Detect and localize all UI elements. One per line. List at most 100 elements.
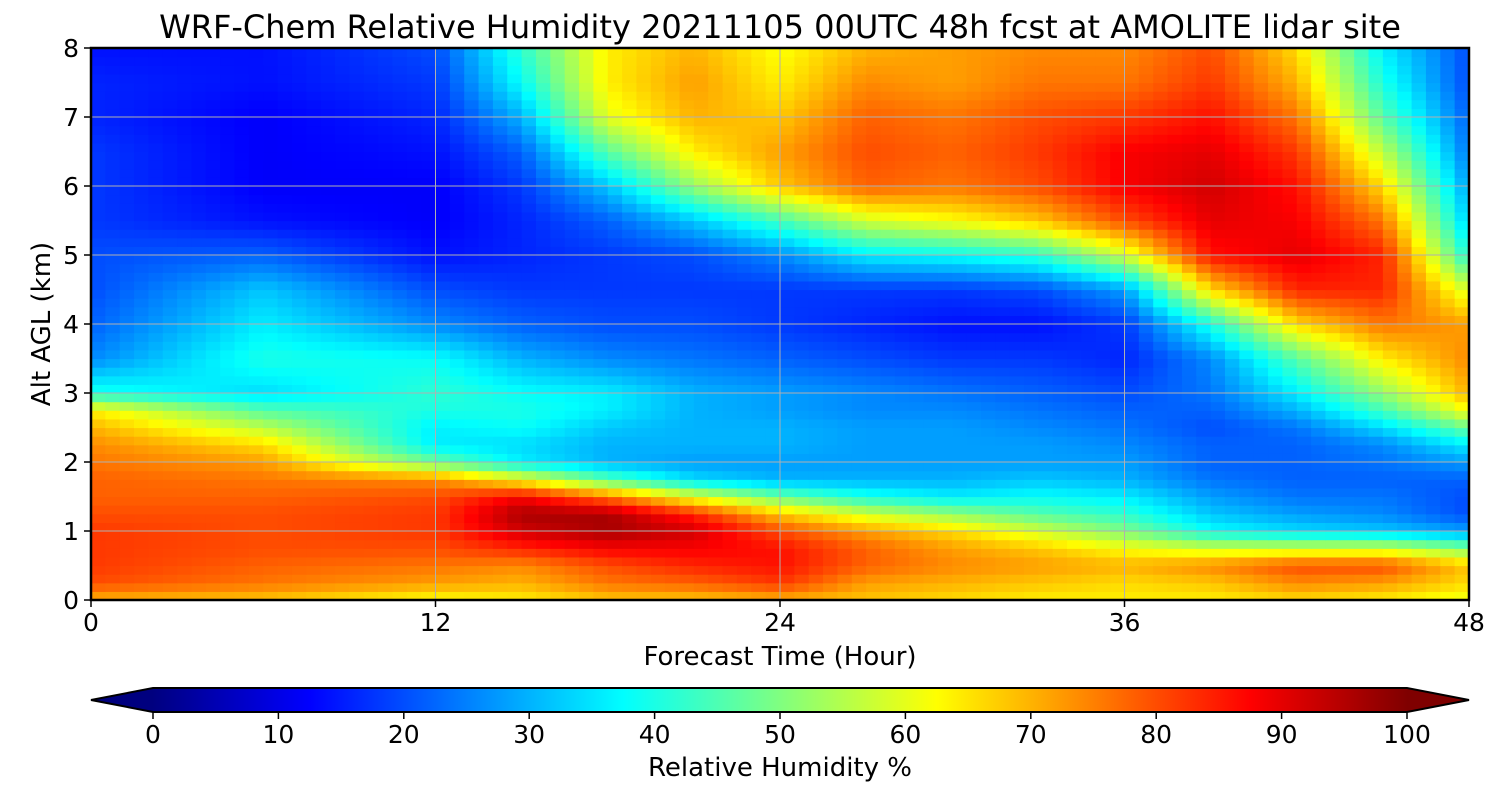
heatmap-cell — [1110, 444, 1126, 454]
heatmap-cell — [105, 479, 121, 489]
heatmap-cell — [220, 324, 236, 334]
heatmap-cell — [1196, 591, 1212, 600]
heatmap-cell — [622, 505, 638, 515]
heatmap-cell — [823, 289, 839, 299]
heatmap-cell — [880, 194, 896, 204]
heatmap-cell — [550, 462, 566, 472]
heatmap-cell — [335, 556, 350, 567]
heatmap-cell — [650, 358, 666, 368]
heatmap-cell — [392, 556, 408, 567]
heatmap-cell — [1153, 246, 1169, 256]
heatmap-cell — [693, 384, 709, 394]
heatmap-cell — [880, 289, 896, 299]
heatmap-cell — [1454, 246, 1469, 256]
heatmap-cell — [722, 315, 738, 325]
heatmap-cell — [1425, 513, 1441, 523]
heatmap-cell — [1110, 203, 1126, 213]
heatmap-cell — [392, 418, 408, 429]
heatmap-cell — [966, 410, 982, 420]
heatmap-cell — [894, 367, 910, 377]
heatmap-cell — [406, 513, 422, 523]
heatmap-cell — [148, 574, 164, 584]
heatmap-cell — [665, 375, 681, 385]
heatmap-cell — [421, 513, 437, 523]
heatmap-cell — [851, 487, 867, 498]
heatmap-cell — [1052, 324, 1068, 334]
heatmap-cell — [234, 237, 250, 247]
heatmap-cell — [564, 591, 580, 600]
heatmap-cell — [722, 289, 738, 299]
heatmap-cell — [650, 194, 666, 204]
heatmap-cell — [277, 539, 293, 549]
heatmap-cell — [564, 574, 580, 584]
heatmap-cell — [722, 237, 738, 247]
heatmap-cell — [636, 280, 652, 291]
heatmap-cell — [507, 574, 523, 584]
heatmap-cell — [478, 194, 494, 204]
heatmap-cell — [1454, 203, 1469, 213]
heatmap-cell — [291, 237, 307, 247]
heatmap-cell — [851, 505, 867, 515]
heatmap-cell — [837, 479, 853, 489]
heatmap-cell — [622, 272, 638, 282]
heatmap-cell — [464, 324, 480, 334]
heatmap-cell — [550, 401, 566, 411]
heatmap-cell — [909, 298, 925, 308]
heatmap-cell — [1397, 556, 1413, 567]
heatmap-cell — [736, 332, 752, 342]
heatmap-cell — [105, 556, 121, 567]
heatmap-cell — [851, 591, 867, 600]
heatmap-cell — [1052, 556, 1068, 567]
heatmap-cell — [894, 384, 910, 394]
heatmap-cell — [1440, 289, 1456, 299]
heatmap-cell — [937, 272, 953, 282]
heatmap-cell — [91, 513, 106, 523]
heatmap-cell — [507, 462, 523, 472]
heatmap-cell — [162, 332, 178, 342]
heatmap-cell — [1224, 341, 1240, 351]
heatmap-cell — [1181, 246, 1197, 256]
heatmap-cell — [464, 436, 480, 446]
heatmap-cell — [1253, 436, 1269, 446]
heatmap-cell — [650, 289, 666, 299]
heatmap-cell — [1052, 341, 1068, 351]
heatmap-cell — [1110, 591, 1126, 600]
heatmap-cell — [1095, 531, 1111, 541]
heatmap-cell — [923, 177, 939, 187]
heatmap-cell — [435, 341, 451, 351]
heatmap-cell — [823, 177, 839, 187]
heatmap-cell — [492, 229, 508, 239]
heatmap-cell — [808, 168, 824, 178]
heatmap-cell — [1311, 496, 1327, 506]
heatmap-cell — [966, 591, 982, 600]
heatmap-cell — [1038, 470, 1054, 480]
heatmap-cell — [894, 462, 910, 472]
heatmap-cell — [823, 220, 839, 230]
heatmap-cell — [952, 151, 968, 161]
heatmap-cell — [1024, 324, 1039, 334]
heatmap-cell — [1411, 177, 1427, 187]
heatmap-cell — [995, 548, 1011, 558]
heatmap-cell — [263, 462, 279, 472]
heatmap-cell — [1382, 341, 1398, 351]
heatmap-cell — [966, 289, 982, 299]
heatmap-cell — [579, 384, 594, 394]
heatmap-cell — [851, 401, 867, 411]
heatmap-cell — [363, 272, 379, 282]
heatmap-cell — [91, 410, 106, 420]
heatmap-cell — [148, 487, 164, 498]
heatmap-cell — [492, 591, 508, 600]
heatmap-cell — [1052, 505, 1068, 515]
heatmap-cell — [1138, 462, 1154, 472]
heatmap-cell — [392, 427, 408, 437]
heatmap-cell — [880, 280, 896, 291]
heatmap-cell — [1382, 151, 1398, 161]
heatmap-cell — [636, 522, 652, 532]
heatmap-cell — [1454, 384, 1469, 394]
heatmap-cell — [291, 367, 307, 377]
heatmap-cell — [291, 393, 307, 403]
heatmap-cell — [449, 393, 465, 403]
heatmap-cell — [1253, 332, 1269, 342]
heatmap-cell — [191, 332, 207, 342]
heatmap-cell — [636, 177, 652, 187]
